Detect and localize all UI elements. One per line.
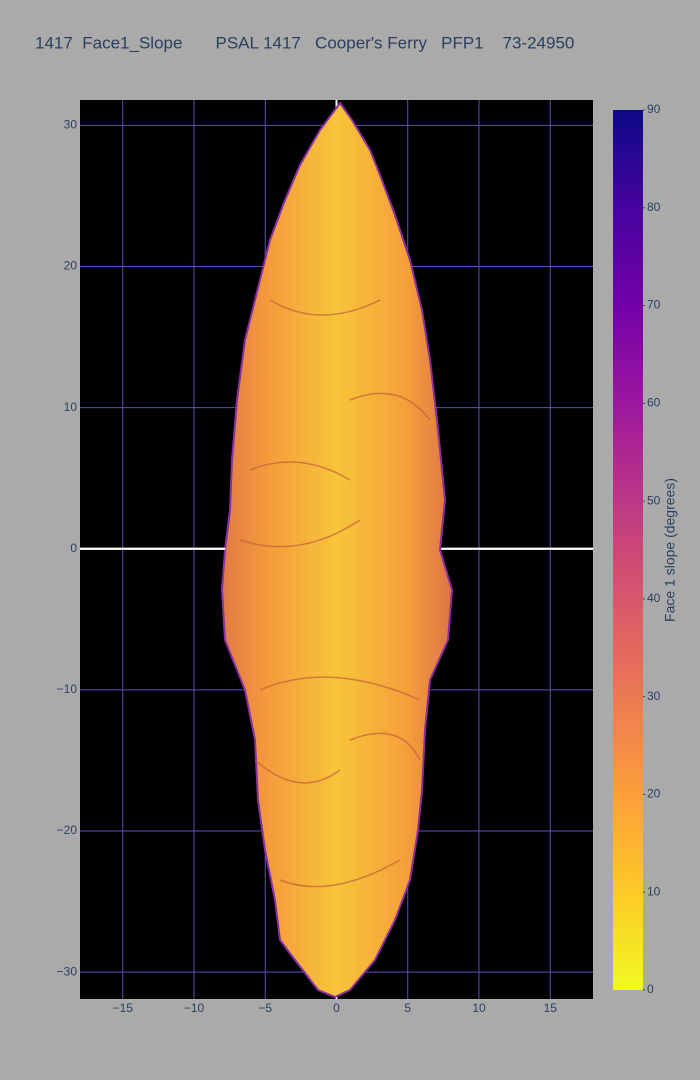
x-tick-label: −10 <box>184 1001 205 1015</box>
x-tick-label: 15 <box>544 1001 558 1015</box>
x-tick-label: −15 <box>113 1001 134 1015</box>
colorbar-tick-label: 90 <box>647 102 661 116</box>
colorbar-tick-label: 0 <box>647 982 654 996</box>
y-tick-label: −10 <box>57 682 78 696</box>
colorbar <box>613 110 643 990</box>
y-tick-label: 0 <box>70 541 77 555</box>
colorbar-tick-label: 10 <box>647 884 661 898</box>
x-tick-label: 5 <box>404 1001 411 1015</box>
x-tick-label: −5 <box>258 1001 272 1015</box>
chart-title: 1417 Face1_Slope PSAL 1417 Cooper's Ferr… <box>35 33 574 52</box>
x-tick-label: 0 <box>333 1001 340 1015</box>
colorbar-tick-label: 70 <box>647 298 661 312</box>
colorbar-title: Face 1 slope (degrees) <box>662 478 678 622</box>
x-tick-label: 10 <box>472 1001 486 1015</box>
y-tick-label: 30 <box>64 118 78 132</box>
colorbar-tick-label: 40 <box>647 591 661 605</box>
flake-scars <box>239 299 431 888</box>
y-tick-label: 20 <box>64 259 78 273</box>
colorbar-tick-label: 60 <box>647 396 661 410</box>
colorbar-tick-label: 30 <box>647 689 661 703</box>
y-tick-label: −20 <box>57 823 78 837</box>
artifact-surface <box>220 101 454 999</box>
axes: −15 −10 −5 0 5 10 15 −30 −20 −10 0 10 20 30 <box>57 118 593 1015</box>
colorbar-tick-label: 50 <box>647 493 661 507</box>
y-tick-label: 10 <box>64 400 78 414</box>
y-tick-label: −30 <box>57 964 78 978</box>
colorbar-tick-label: 80 <box>647 200 661 214</box>
colorbar-tick-label: 20 <box>647 787 661 801</box>
